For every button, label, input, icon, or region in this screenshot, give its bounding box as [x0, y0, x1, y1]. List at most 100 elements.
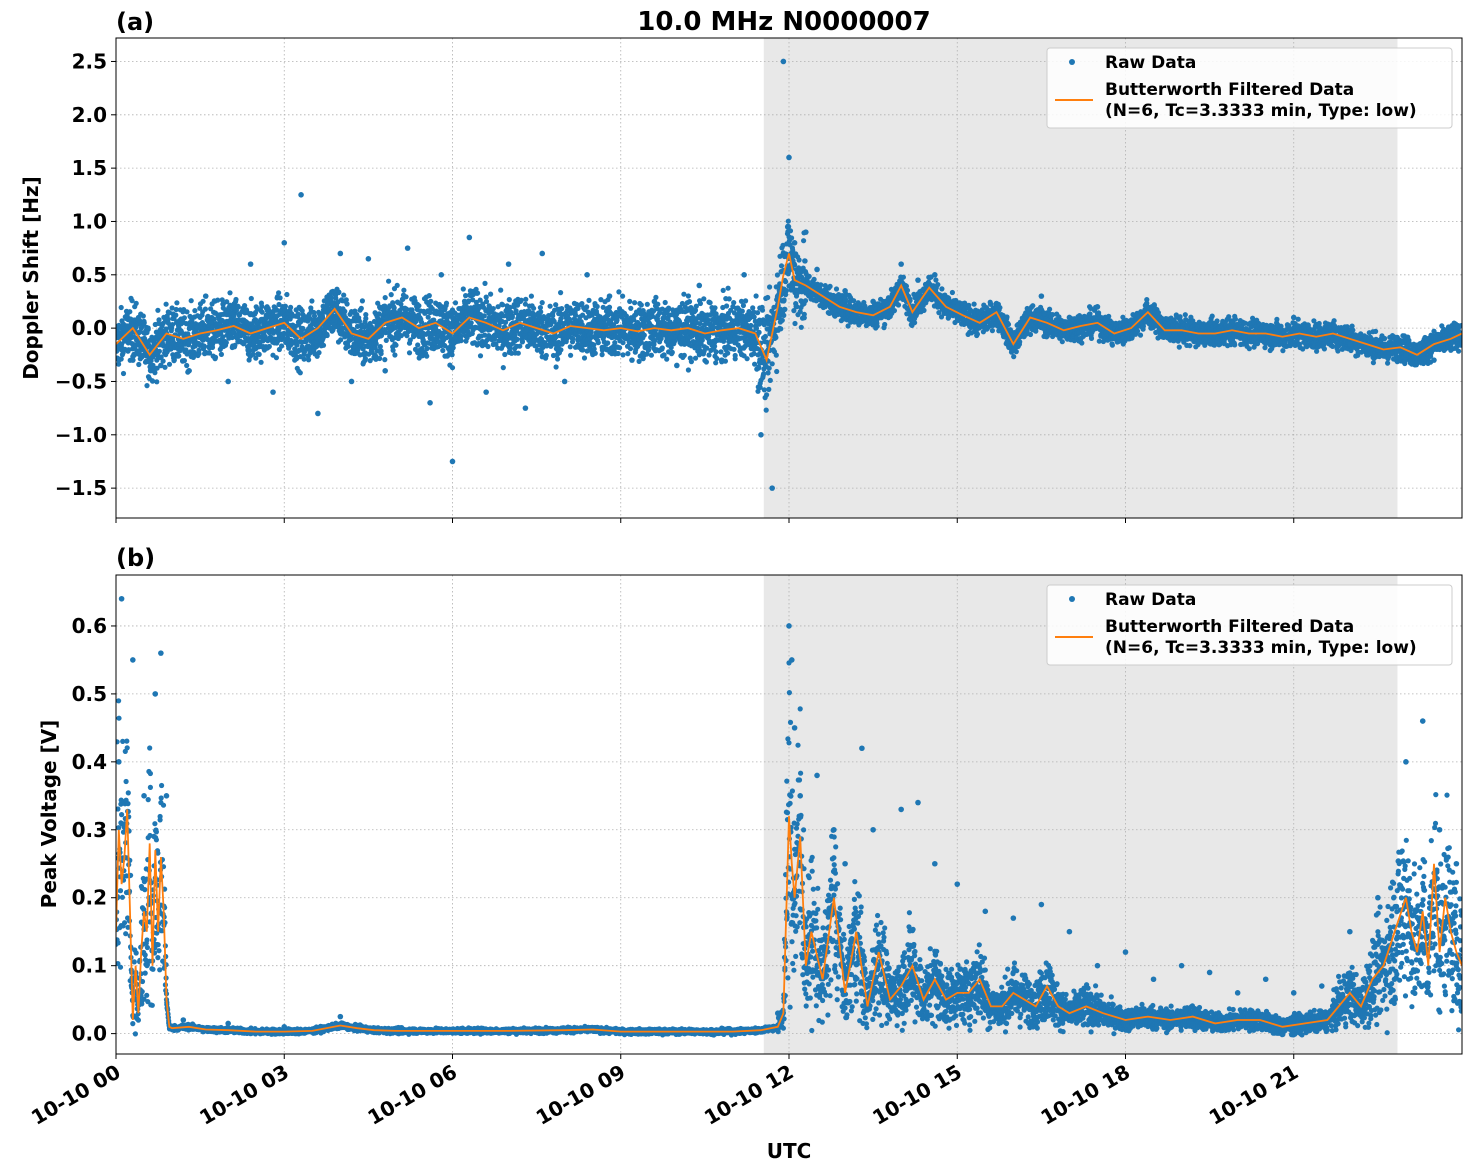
raw-sample	[751, 314, 757, 320]
raw-sample	[466, 298, 472, 304]
raw-sample	[664, 356, 670, 362]
raw-sample	[688, 359, 695, 365]
raw-sample	[773, 334, 779, 341]
raw-sample	[401, 287, 407, 293]
raw-sample	[426, 293, 432, 299]
raw-sample	[373, 341, 379, 347]
raw-sample	[477, 353, 484, 359]
raw-sample	[416, 303, 422, 309]
raw-sample	[392, 352, 398, 358]
raw-sample	[1030, 303, 1036, 309]
raw-sample	[789, 235, 795, 241]
raw-sample	[145, 325, 151, 331]
raw-sample	[782, 306, 788, 312]
raw-sample	[398, 301, 404, 307]
raw-sample	[196, 347, 202, 353]
raw-sample	[197, 305, 203, 311]
raw-sample	[173, 312, 179, 318]
raw-sample	[1013, 349, 1019, 355]
raw-sample	[753, 293, 759, 299]
raw-sample	[558, 290, 564, 296]
raw-sample	[891, 308, 898, 314]
raw-sample	[118, 356, 124, 362]
raw-sample	[200, 298, 206, 304]
raw-sample	[659, 345, 665, 351]
raw-sample	[989, 328, 996, 334]
raw-sample	[517, 343, 523, 349]
raw-sample	[606, 304, 613, 310]
raw-sample	[939, 286, 945, 292]
raw-sample	[383, 337, 389, 343]
raw-sample	[449, 365, 456, 371]
raw-sample	[173, 306, 179, 313]
raw-sample	[363, 315, 369, 322]
raw-sample	[588, 329, 594, 335]
raw-sample	[572, 312, 579, 318]
raw-sample	[169, 305, 175, 311]
raw-sample	[591, 342, 597, 348]
raw-sample	[477, 297, 483, 303]
raw-sample	[765, 370, 771, 376]
raw-sample	[882, 321, 888, 328]
raw-sample	[567, 344, 573, 350]
raw-sample	[382, 357, 388, 363]
raw-sample	[580, 347, 586, 353]
raw-sample	[152, 370, 158, 376]
raw-sample	[184, 362, 190, 369]
raw-sample	[538, 309, 544, 315]
raw-sample	[348, 335, 355, 342]
raw-sample	[118, 304, 124, 311]
raw-sample	[406, 350, 413, 356]
raw-sample	[306, 357, 312, 363]
raw-sample	[226, 306, 232, 312]
raw-sample	[743, 298, 749, 304]
raw-sample	[528, 293, 535, 299]
raw-sample	[470, 297, 476, 303]
raw-sample	[778, 263, 785, 269]
raw-sample	[1005, 321, 1012, 327]
raw-sample	[574, 301, 580, 307]
raw-sample	[713, 349, 719, 355]
raw-sample	[440, 347, 446, 354]
raw-sample	[544, 343, 550, 349]
raw-sample	[362, 356, 368, 362]
raw-sample	[429, 306, 435, 312]
raw-sample	[632, 300, 638, 306]
raw-sample	[503, 319, 509, 325]
raw-sample	[631, 317, 637, 323]
raw-sample	[431, 317, 437, 323]
raw-sample	[158, 354, 164, 360]
raw-sample	[223, 340, 229, 346]
raw-sample	[1004, 314, 1010, 320]
raw-sample	[628, 305, 634, 311]
raw-sample	[181, 358, 187, 364]
raw-sample	[648, 352, 655, 358]
raw-sample	[724, 303, 730, 309]
raw-sample	[802, 258, 808, 264]
raw-sample	[523, 296, 529, 302]
raw-sample	[500, 302, 506, 308]
raw-sample	[404, 333, 410, 339]
raw-sample	[592, 350, 598, 356]
raw-sample	[212, 354, 219, 360]
raw-sample	[584, 348, 590, 354]
raw-sample	[584, 304, 590, 310]
raw-sample	[827, 283, 833, 289]
raw-sample	[333, 295, 339, 301]
raw-sample	[798, 324, 804, 330]
raw-sample	[232, 342, 238, 348]
raw-sample	[336, 289, 342, 295]
raw-sample	[345, 343, 351, 349]
raw-sample	[219, 297, 225, 303]
raw-sample	[386, 278, 392, 284]
raw-sample	[490, 306, 496, 312]
raw-sample	[644, 301, 650, 307]
raw-sample	[732, 356, 738, 362]
raw-sample	[783, 279, 789, 285]
raw-sample	[605, 340, 611, 346]
raw-sample	[282, 303, 288, 309]
raw-sample	[295, 311, 301, 317]
raw-sample	[299, 308, 305, 314]
raw-sample	[154, 379, 160, 385]
raw-sample	[933, 277, 939, 283]
